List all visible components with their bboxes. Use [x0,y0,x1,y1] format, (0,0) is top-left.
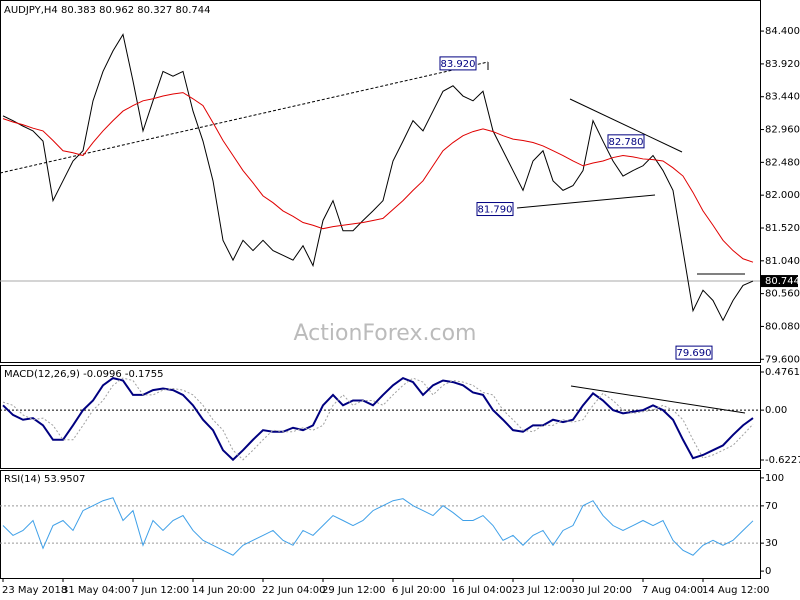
y-tick-label: 80.560 [765,289,800,300]
y-tick-label: 82.960 [765,125,800,136]
x-tick-label: 14 Aug 12:00 [702,585,769,596]
x-tick-label: 23 Jul 12:00 [512,585,572,596]
annotation-box [675,345,713,360]
series-line [2,377,754,461]
series-line [2,376,754,462]
price-panel [0,0,761,363]
y-tick-label: 82.000 [765,190,800,201]
annotation-label: 79.690 [677,348,712,359]
y-tick-label: 84.400 [765,26,800,37]
macd-panel [0,365,761,469]
trend-line [570,385,746,414]
y-tick-label: -0.6227 [765,455,800,466]
annotation-label: 83.920 [441,59,476,70]
y-tick-label: 81.040 [765,256,800,267]
trend-line [569,98,683,153]
panel-title: MACD(12,26,9) -0.0996 -0.1755 [4,369,164,380]
y-tick-label: 79.600 [765,354,800,365]
last-price-tag [760,275,798,288]
annotation-box [439,56,477,71]
y-tick-label: 70 [765,501,778,512]
y-tick-label: 80.080 [765,321,800,332]
x-tick-label: 7 Jun 12:00 [132,585,189,596]
watermark: ActionForex.com [294,321,477,346]
y-tick-label: 30 [765,538,778,549]
chart-title: AUDJPY,H4 80.383 80.962 80.327 80.744 [4,5,210,16]
y-tick-label: 81.520 [765,223,800,234]
annotation-box [607,134,645,149]
y-tick-label: 83.920 [765,59,800,70]
y-tick-label: 0 [765,566,771,577]
x-tick-label: 31 May 04:00 [62,585,131,596]
x-tick-label: 7 Aug 04:00 [642,585,703,596]
x-tick-label: 30 Jul 20:00 [572,585,632,596]
series-line [2,92,754,263]
series-line [2,497,754,556]
y-tick-label: 0.00 [765,405,787,416]
y-tick-label: 83.440 [765,92,800,103]
y-tick-label: 0.4761 [765,367,800,378]
trend-line [0,61,489,174]
x-tick-label: 16 Jul 04:00 [452,585,512,596]
annotation-box [476,202,514,217]
x-tick-label: 23 May 2018 [2,585,67,596]
x-tick-label: 6 Jul 20:00 [392,585,446,596]
trend-line [516,194,656,209]
x-tick-label: 22 Jun 04:00 [262,585,326,596]
x-tick-label: 29 Jun 12:00 [322,585,386,596]
y-tick-label: 82.480 [765,157,800,168]
annotation-label: 82.780 [609,137,644,148]
series-line [2,33,754,322]
x-tick-label: 14 Jun 20:00 [192,585,256,596]
annotation-label: 81.790 [478,205,513,216]
panel-title: RSI(14) 53.9507 [4,474,85,485]
rsi-panel [0,470,761,579]
last-price-label: 80.744 [765,276,800,287]
y-tick-label: 100 [765,473,784,484]
